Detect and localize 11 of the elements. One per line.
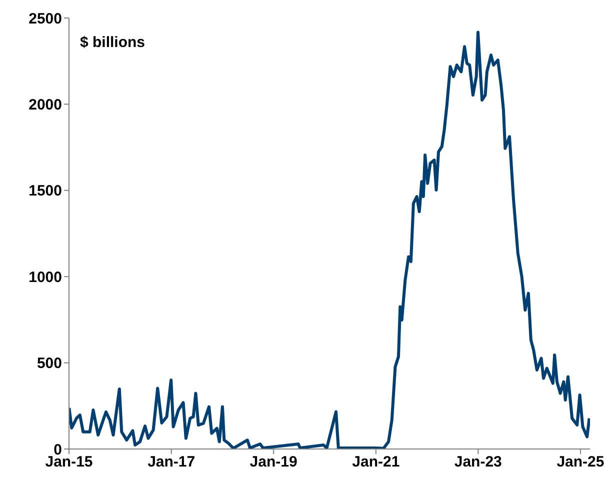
y-tick-label: 500 xyxy=(36,355,62,372)
y-tick-label: 2500 xyxy=(28,10,62,28)
y-tick-label: 2000 xyxy=(28,96,62,114)
x-tick-label: Jan-21 xyxy=(352,454,400,471)
x-tick-label: Jan-23 xyxy=(454,454,502,471)
x-tick-label: Jan-25 xyxy=(556,454,604,471)
y-tick-label: 1500 xyxy=(28,182,62,200)
x-tick-label: Jan-17 xyxy=(148,454,196,471)
y-tick-label: 1000 xyxy=(28,268,62,286)
y-axis-title: $ billions xyxy=(80,34,146,51)
x-tick-label: Jan-19 xyxy=(250,454,298,471)
